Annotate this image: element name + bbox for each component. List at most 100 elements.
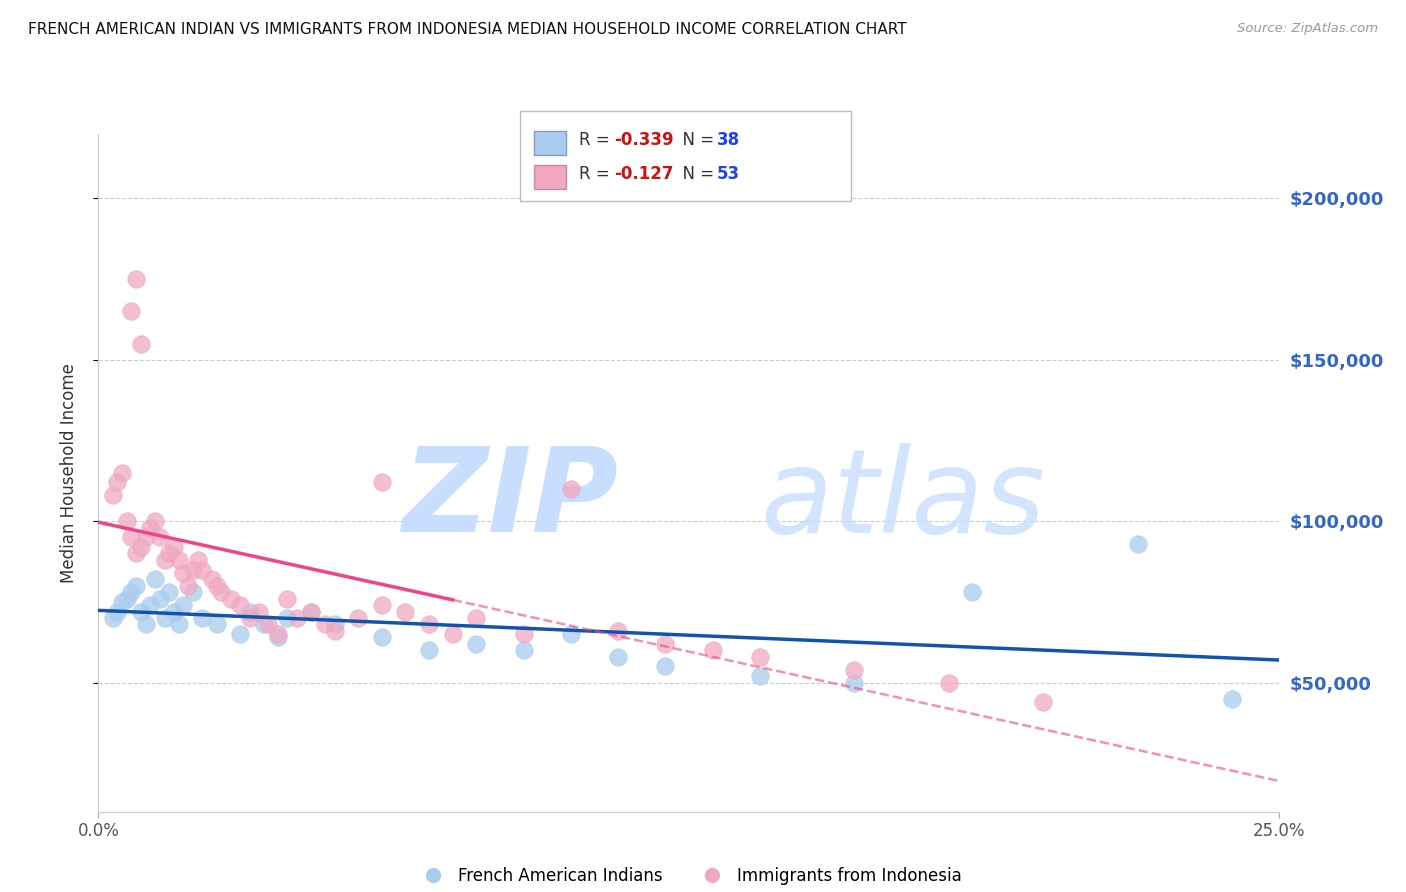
- Point: [441, 627, 464, 641]
- Point: [229, 598, 252, 612]
- Point: [267, 627, 290, 641]
- Point: [167, 553, 190, 567]
- Point: [560, 627, 582, 641]
- Point: [105, 605, 128, 619]
- Point: [229, 627, 252, 641]
- Point: [465, 637, 488, 651]
- Point: [1126, 537, 1149, 551]
- Point: [129, 336, 152, 351]
- Point: [323, 617, 346, 632]
- Point: [121, 585, 143, 599]
- Point: [129, 540, 152, 554]
- Point: [267, 631, 290, 645]
- Point: [394, 605, 416, 619]
- Point: [181, 563, 204, 577]
- Point: [299, 605, 322, 619]
- Point: [135, 617, 157, 632]
- Point: [962, 585, 984, 599]
- Point: [560, 482, 582, 496]
- Text: R =: R =: [579, 131, 616, 149]
- Point: [143, 572, 166, 586]
- Point: [314, 617, 336, 632]
- Point: [101, 488, 124, 502]
- Point: [172, 566, 194, 580]
- Point: [191, 611, 214, 625]
- Point: [299, 605, 322, 619]
- Point: [607, 649, 630, 664]
- Point: [125, 272, 148, 286]
- Point: [187, 553, 209, 567]
- Point: [465, 611, 488, 625]
- Point: [157, 546, 180, 560]
- Text: -0.127: -0.127: [614, 165, 673, 183]
- Point: [844, 663, 866, 677]
- Point: [201, 572, 224, 586]
- Text: Source: ZipAtlas.com: Source: ZipAtlas.com: [1237, 22, 1378, 36]
- Point: [654, 637, 676, 651]
- Point: [371, 631, 394, 645]
- Point: [239, 605, 262, 619]
- Point: [163, 540, 186, 554]
- Point: [844, 675, 866, 690]
- Point: [125, 579, 148, 593]
- Point: [702, 643, 724, 657]
- Y-axis label: Median Household Income: Median Household Income: [59, 363, 77, 582]
- Point: [157, 585, 180, 599]
- Point: [101, 611, 124, 625]
- Point: [607, 624, 630, 638]
- Point: [285, 611, 308, 625]
- Point: [163, 605, 186, 619]
- Text: -0.339: -0.339: [614, 131, 673, 149]
- Point: [205, 617, 228, 632]
- Point: [205, 579, 228, 593]
- Point: [512, 643, 534, 657]
- Point: [121, 530, 143, 544]
- Point: [257, 617, 280, 632]
- Point: [219, 591, 242, 606]
- Point: [125, 546, 148, 560]
- Point: [139, 598, 162, 612]
- Point: [1032, 695, 1054, 709]
- Text: R =: R =: [579, 165, 616, 183]
- Point: [371, 475, 394, 490]
- Point: [172, 598, 194, 612]
- Point: [253, 617, 276, 632]
- Point: [191, 563, 214, 577]
- Point: [121, 304, 143, 318]
- Point: [938, 675, 960, 690]
- Point: [115, 591, 138, 606]
- Point: [149, 591, 172, 606]
- Point: [247, 605, 270, 619]
- Point: [111, 466, 134, 480]
- Text: 38: 38: [717, 131, 740, 149]
- Point: [418, 643, 440, 657]
- Point: [111, 595, 134, 609]
- Point: [276, 611, 298, 625]
- Point: [239, 611, 262, 625]
- Point: [143, 514, 166, 528]
- Point: [105, 475, 128, 490]
- Point: [115, 514, 138, 528]
- Point: [129, 605, 152, 619]
- Point: [418, 617, 440, 632]
- Point: [209, 585, 232, 599]
- Legend: French American Indians, Immigrants from Indonesia: French American Indians, Immigrants from…: [409, 860, 969, 891]
- Point: [135, 530, 157, 544]
- Text: 53: 53: [717, 165, 740, 183]
- Point: [276, 591, 298, 606]
- Point: [512, 627, 534, 641]
- Point: [371, 598, 394, 612]
- Point: [347, 611, 370, 625]
- Point: [654, 659, 676, 673]
- Text: ZIP: ZIP: [402, 442, 619, 558]
- Point: [177, 579, 200, 593]
- Point: [748, 669, 770, 683]
- Text: N =: N =: [672, 131, 720, 149]
- Text: FRENCH AMERICAN INDIAN VS IMMIGRANTS FROM INDONESIA MEDIAN HOUSEHOLD INCOME CORR: FRENCH AMERICAN INDIAN VS IMMIGRANTS FRO…: [28, 22, 907, 37]
- Point: [181, 585, 204, 599]
- Point: [748, 649, 770, 664]
- Point: [323, 624, 346, 638]
- Point: [153, 611, 176, 625]
- Point: [167, 617, 190, 632]
- Point: [153, 553, 176, 567]
